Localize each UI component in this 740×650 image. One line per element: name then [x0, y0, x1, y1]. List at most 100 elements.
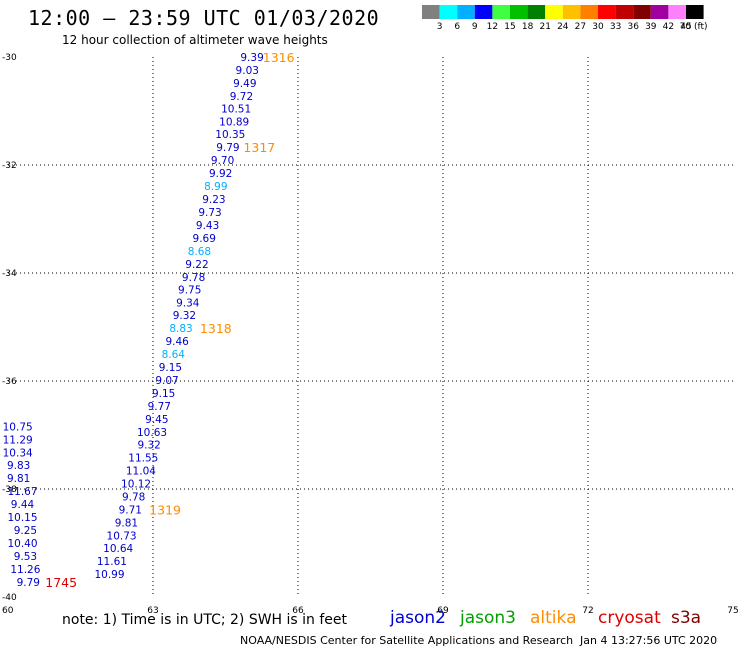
satellite-legend-cryosat: cryosat: [598, 608, 661, 628]
wave-height-point: 10.35: [215, 129, 245, 141]
color-scale-swatch: [422, 5, 440, 19]
wave-height-point: 10.75: [3, 421, 33, 433]
color-scale-label: 70 (ft): [680, 22, 708, 32]
latitude-tick-labels: -30 -32 -34 -36 -38 -40: [2, 53, 17, 603]
color-scale-swatch: [492, 5, 510, 19]
lon-tick-label: 63: [147, 606, 158, 616]
wave-height-point: 9.83: [7, 460, 30, 472]
generated-timestamp: Jan 4 13:27:56 UTC 2020: [580, 634, 718, 647]
wave-height-point: 10.64: [103, 543, 133, 555]
color-scale-label: 33: [610, 22, 621, 32]
color-scale-label: 30: [592, 22, 604, 32]
wave-height-point: 10.12: [121, 479, 151, 491]
lon-tick-label: 69: [437, 606, 449, 616]
wave-height-point: 9.53: [14, 551, 37, 563]
wave-height-point: 9.49: [233, 78, 256, 90]
chart-title: 12:00 – 23:59 UTC 01/03/2020: [28, 6, 380, 30]
color-scale-swatch: [474, 5, 493, 19]
wave-height-point: 9.34: [176, 298, 200, 310]
lat-tick-label: -36: [2, 377, 17, 387]
wave-height-point: 9.15: [152, 388, 175, 400]
color-scale-swatch: [580, 5, 598, 19]
color-scale-label: 45: [680, 22, 691, 32]
wave-height-point: 9.81: [115, 517, 138, 529]
wave-height-point: 10.89: [219, 116, 249, 128]
color-scale-swatch: [650, 5, 669, 19]
wave-height-point: 9.71: [119, 505, 142, 517]
wave-height-point: 9.70: [211, 155, 234, 167]
lat-tick-label: -30: [2, 53, 17, 63]
wave-height-point: 9.69: [193, 233, 216, 245]
color-scale-label: 9: [472, 22, 478, 32]
wave-height-point: 10.15: [7, 512, 37, 524]
wave-height-point: 9.92: [209, 168, 232, 180]
wave-height-point: 9.43: [196, 220, 219, 232]
time-label: 1318: [200, 321, 232, 336]
color-scale-label: 21: [539, 22, 550, 32]
color-scale-swatch: [439, 5, 458, 19]
wave-height-point: 9.73: [198, 207, 221, 219]
wave-height-point: 9.07: [155, 375, 178, 387]
color-scale-label: 36: [627, 22, 639, 32]
wave-height-point: 10.40: [7, 538, 37, 550]
color-scale-swatch: [562, 5, 581, 19]
color-scale-swatch: [633, 5, 651, 19]
wave-height-point: 8.99: [204, 181, 227, 193]
lat-lon-grid: [8, 57, 733, 597]
wave-height-point: 9.44: [11, 499, 35, 511]
wave-height-point: 11.26: [10, 564, 40, 576]
color-scale-label: 12: [487, 22, 498, 32]
color-scale-swatch: [615, 5, 634, 19]
wave-height-point: 9.78: [182, 272, 205, 284]
wave-height-point: 11.61: [97, 556, 127, 568]
wave-height-point: 10.73: [107, 530, 137, 542]
color-scale-swatch: [545, 5, 563, 19]
wave-height-point: 9.32: [137, 440, 160, 452]
wave-height-point: 10.34: [3, 447, 33, 459]
time-label: 1745: [45, 575, 77, 590]
wave-height-point: 9.39: [240, 52, 263, 64]
wave-height-point: 11.67: [7, 486, 37, 498]
wave-height-point: 11.29: [3, 434, 33, 446]
satellite-legend-altika: altika: [530, 608, 577, 628]
wave-height-point: 9.72: [230, 91, 253, 103]
lon-tick-label: 72: [582, 606, 593, 616]
color-scale-swatch: [598, 5, 616, 19]
lat-tick-label: -40: [2, 593, 17, 603]
color-scale-label: 27: [575, 22, 586, 32]
color-scale-swatch: [510, 5, 528, 19]
wave-height-point: 9.22: [185, 259, 208, 271]
wave-height-point: 9.81: [7, 473, 30, 485]
wave-height-point: 11.04: [126, 466, 156, 478]
wave-height-point: 9.23: [202, 194, 225, 206]
wave-height-point: 8.83: [169, 323, 192, 335]
color-scale-label: 6: [454, 22, 460, 32]
wave-height-point: 11.55: [128, 453, 158, 465]
wave-height-point: 9.79: [17, 577, 40, 589]
wave-height-point: 9.77: [148, 401, 171, 413]
wave-height-point: 9.25: [14, 525, 37, 537]
color-scale-swatch: [668, 5, 686, 19]
color-scale-label: 42: [663, 22, 674, 32]
time-label: 1316: [263, 50, 295, 65]
color-scale-label: 3: [437, 22, 443, 32]
wave-height-point: 10.63: [137, 427, 167, 439]
satellite-legend-jason3: jason3: [460, 608, 516, 628]
wave-height-point: 9.15: [159, 362, 182, 374]
wave-height-point: 10.51: [221, 103, 251, 115]
lat-tick-label: -38: [2, 485, 17, 495]
wave-height-point: 9.75: [178, 285, 201, 297]
lon-tick-label: 75: [727, 606, 738, 616]
satellite-legend-s3a: s3a: [671, 608, 702, 628]
lon-tick-label: 66: [292, 606, 304, 616]
color-scale-swatch: [527, 5, 546, 19]
lat-tick-label: -32: [2, 161, 17, 171]
time-label: 1319: [149, 503, 181, 518]
units-note: note: 1) Time is in UTC; 2) SWH is in fe…: [62, 612, 348, 628]
lon-tick-label: 60: [2, 606, 14, 616]
color-scale-label: 24: [557, 22, 569, 32]
color-scale-swatch: [686, 5, 704, 19]
color-scale-label: 15: [504, 22, 515, 32]
